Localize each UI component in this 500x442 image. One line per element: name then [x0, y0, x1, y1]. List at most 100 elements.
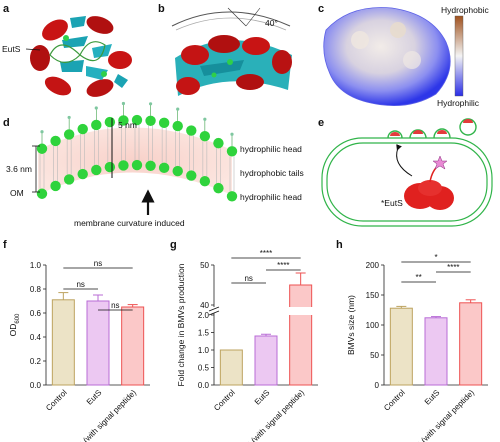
lipid-head-top	[91, 119, 102, 131]
panel-b: b 40°	[158, 3, 292, 96]
panel-e-letter: e	[318, 117, 324, 129]
bar	[254, 335, 278, 386]
significance-label: ****	[260, 249, 272, 258]
category-label: EutS	[253, 388, 272, 407]
y-tick-label: 1.0	[198, 346, 210, 355]
y-tick-label: 2.0	[198, 311, 210, 320]
y-tick-label: 50	[370, 351, 379, 360]
lipid-head-top	[104, 116, 116, 128]
y-tick-label: 1.5	[198, 329, 210, 338]
eutS-cluster	[404, 155, 454, 210]
signal-peptide-star	[432, 155, 448, 170]
bar	[121, 306, 145, 386]
head-top-label: hydrophilic head	[240, 144, 302, 154]
panel-a-letter: a	[3, 3, 10, 15]
surface-map	[323, 7, 451, 107]
y-axis-label: Fold change in BMVs production	[176, 263, 186, 386]
y-tick-label: 100	[366, 321, 380, 330]
axis-break-gap	[210, 307, 218, 313]
lipid-head-bottom	[91, 164, 102, 176]
y-tick-label: 0.0	[30, 381, 42, 390]
bar	[289, 284, 313, 386]
y-tick-label: 0.4	[30, 333, 42, 342]
budding-vesicles	[387, 118, 477, 139]
lps-sugar	[40, 130, 44, 134]
panel-c-letter: c	[318, 3, 324, 15]
panel-f-letter: f	[3, 239, 7, 251]
panel-b-letter: b	[158, 3, 165, 15]
eutS-star-label: *EutS	[381, 198, 403, 208]
lipid-head-top	[199, 131, 211, 142]
lipid-head-bottom	[118, 160, 129, 171]
hydrophobicity-scale	[454, 15, 464, 97]
category-label: EutS	[85, 388, 104, 407]
lipid-head-top	[118, 115, 129, 126]
significance-label: ns	[244, 274, 252, 283]
eutS-hexamer-ribbon	[30, 13, 132, 97]
lps-sugar	[203, 117, 207, 121]
y-tick-label: 40	[200, 301, 209, 310]
lipid-head-bottom	[50, 180, 61, 192]
lipid-head-bottom	[145, 160, 156, 172]
head-bottom-label: hydrophilic head	[240, 192, 302, 202]
curvature-caption: membrane curvature induced	[74, 218, 185, 228]
curvature-arc	[171, 11, 291, 27]
eutS-side-ribbon	[175, 35, 292, 96]
eutS-label: EutS	[2, 44, 21, 54]
lipid-head-bottom	[213, 182, 224, 194]
lps-sugar	[94, 106, 98, 110]
bar	[424, 317, 448, 386]
bar	[459, 302, 483, 386]
bar	[86, 300, 110, 386]
significance-label: *	[434, 253, 437, 262]
bar	[51, 299, 75, 386]
panel-d-letter: d	[3, 117, 10, 129]
lipid-head-bottom	[158, 162, 170, 174]
category-label: Control	[44, 388, 69, 413]
panel-e: e *EutS	[318, 117, 493, 227]
y-tick-label: 0.0	[198, 381, 210, 390]
lipid-head-top	[50, 135, 61, 147]
y-tick-label: 50	[200, 261, 209, 270]
axis-break-mark	[208, 306, 220, 312]
lipid-head-top	[158, 117, 170, 129]
y-axis-label: BMVs size (nm)	[346, 295, 356, 355]
panel-h-letter: h	[336, 239, 343, 251]
y-axis-label: OD600	[8, 313, 21, 336]
lipid-head-top	[226, 146, 238, 157]
transport-arrow	[396, 144, 413, 177]
significance-label: ns	[76, 280, 84, 289]
lipid-head-bottom	[77, 168, 88, 180]
lipid-head-bottom	[226, 191, 238, 202]
significance-label: ****	[447, 263, 459, 272]
y-tick-label: 1.0	[30, 261, 42, 270]
y-tick-label: 0	[375, 381, 380, 390]
lps-sugar	[121, 101, 126, 106]
lipid-bilayer	[36, 101, 238, 202]
panel-g-letter: g	[170, 239, 177, 251]
lipid-head-top	[131, 114, 143, 126]
significance-label: ns	[94, 259, 102, 268]
y-tick-label: 0.8	[30, 285, 42, 294]
category-label: EutS	[423, 388, 442, 407]
eutS-pointer	[25, 48, 41, 51]
lipid-head-bottom	[131, 159, 143, 171]
lipid-head-bottom	[104, 161, 116, 173]
lipid-head-bottom	[199, 176, 211, 187]
lps-sugar	[230, 132, 234, 136]
significance-label: ns	[111, 301, 119, 310]
bar-break-gap	[288, 307, 313, 315]
bar	[219, 349, 243, 386]
lipid-head-top	[145, 115, 156, 127]
significance-label: ****	[277, 261, 289, 270]
lipid-head-top	[213, 137, 224, 149]
om-label: OM	[10, 188, 24, 198]
category-label: Control	[212, 388, 237, 413]
lipid-head-top	[172, 120, 183, 132]
helix-ribbons	[30, 16, 132, 97]
y-tick-label: 0.5	[198, 364, 210, 373]
lipid-head-bottom	[36, 188, 48, 199]
outer-membrane	[321, 137, 493, 227]
dim-3p6nm-label: 3.6 nm	[6, 164, 32, 174]
